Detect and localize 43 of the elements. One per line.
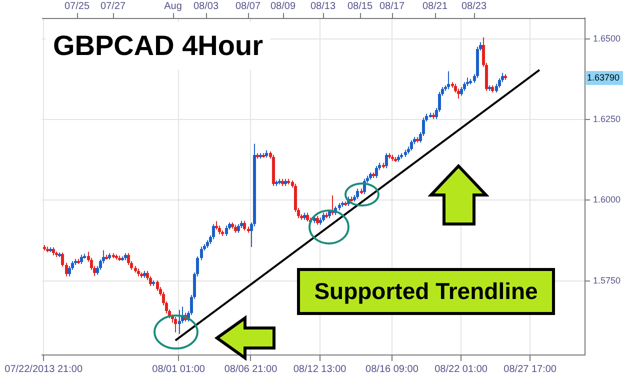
text: 08/03 — [192, 1, 220, 12]
x-tick-label: 07/22/2013 21:00 — [4, 364, 83, 375]
text: 08/21 — [421, 1, 449, 12]
chart-title: GBPCAD 4Hour — [46, 22, 270, 70]
candlestick — [225, 225, 228, 236]
candlestick — [127, 252, 130, 266]
candlestick — [410, 140, 413, 152]
y-tick-label: 1.6000 — [593, 194, 621, 205]
candlestick — [178, 309, 181, 335]
candlestick — [447, 70, 450, 90]
text: 08/17 — [379, 1, 405, 12]
candlestick — [243, 220, 246, 232]
y-tick-label: 1.6250 — [593, 114, 621, 124]
candlestick — [61, 252, 64, 268]
text: 08/15 — [347, 1, 373, 12]
text: 07/27 — [99, 1, 127, 12]
candlestick — [200, 246, 203, 261]
annotation: 1.63790 — [587, 72, 620, 82]
annotation: Supported Trendline — [297, 268, 555, 315]
text: 08/13 — [309, 1, 337, 12]
candlestick — [68, 265, 71, 277]
x-tick-label: 08/22 01:00 — [434, 364, 488, 375]
text: 08/23 — [460, 1, 488, 12]
candlestick — [385, 152, 388, 169]
candlestick — [356, 188, 359, 200]
x-tick-label: 08/06 21:00 — [224, 364, 278, 375]
x-tick-label: 08/16 09:00 — [366, 364, 419, 375]
y-tick-label: 1.5750 — [593, 275, 621, 286]
text: Aug — [164, 1, 182, 12]
text: 08/07 — [235, 1, 261, 12]
text: 08/09 — [270, 1, 296, 12]
candlestick — [65, 262, 68, 277]
x-tick-label: 08/12 13:00 — [293, 364, 347, 375]
candlestick — [457, 88, 460, 100]
y-tick-label: 1.6500 — [593, 33, 621, 44]
text: 07/25 — [63, 1, 91, 12]
candlestick — [375, 166, 378, 178]
candlestick — [80, 254, 83, 265]
candlestick — [174, 316, 177, 333]
candlestick — [156, 280, 159, 292]
x-tick-label: 08/01 01:00 — [152, 364, 206, 375]
x-tick-label: 08/27 17:00 — [504, 364, 557, 375]
candlestick — [212, 224, 215, 240]
